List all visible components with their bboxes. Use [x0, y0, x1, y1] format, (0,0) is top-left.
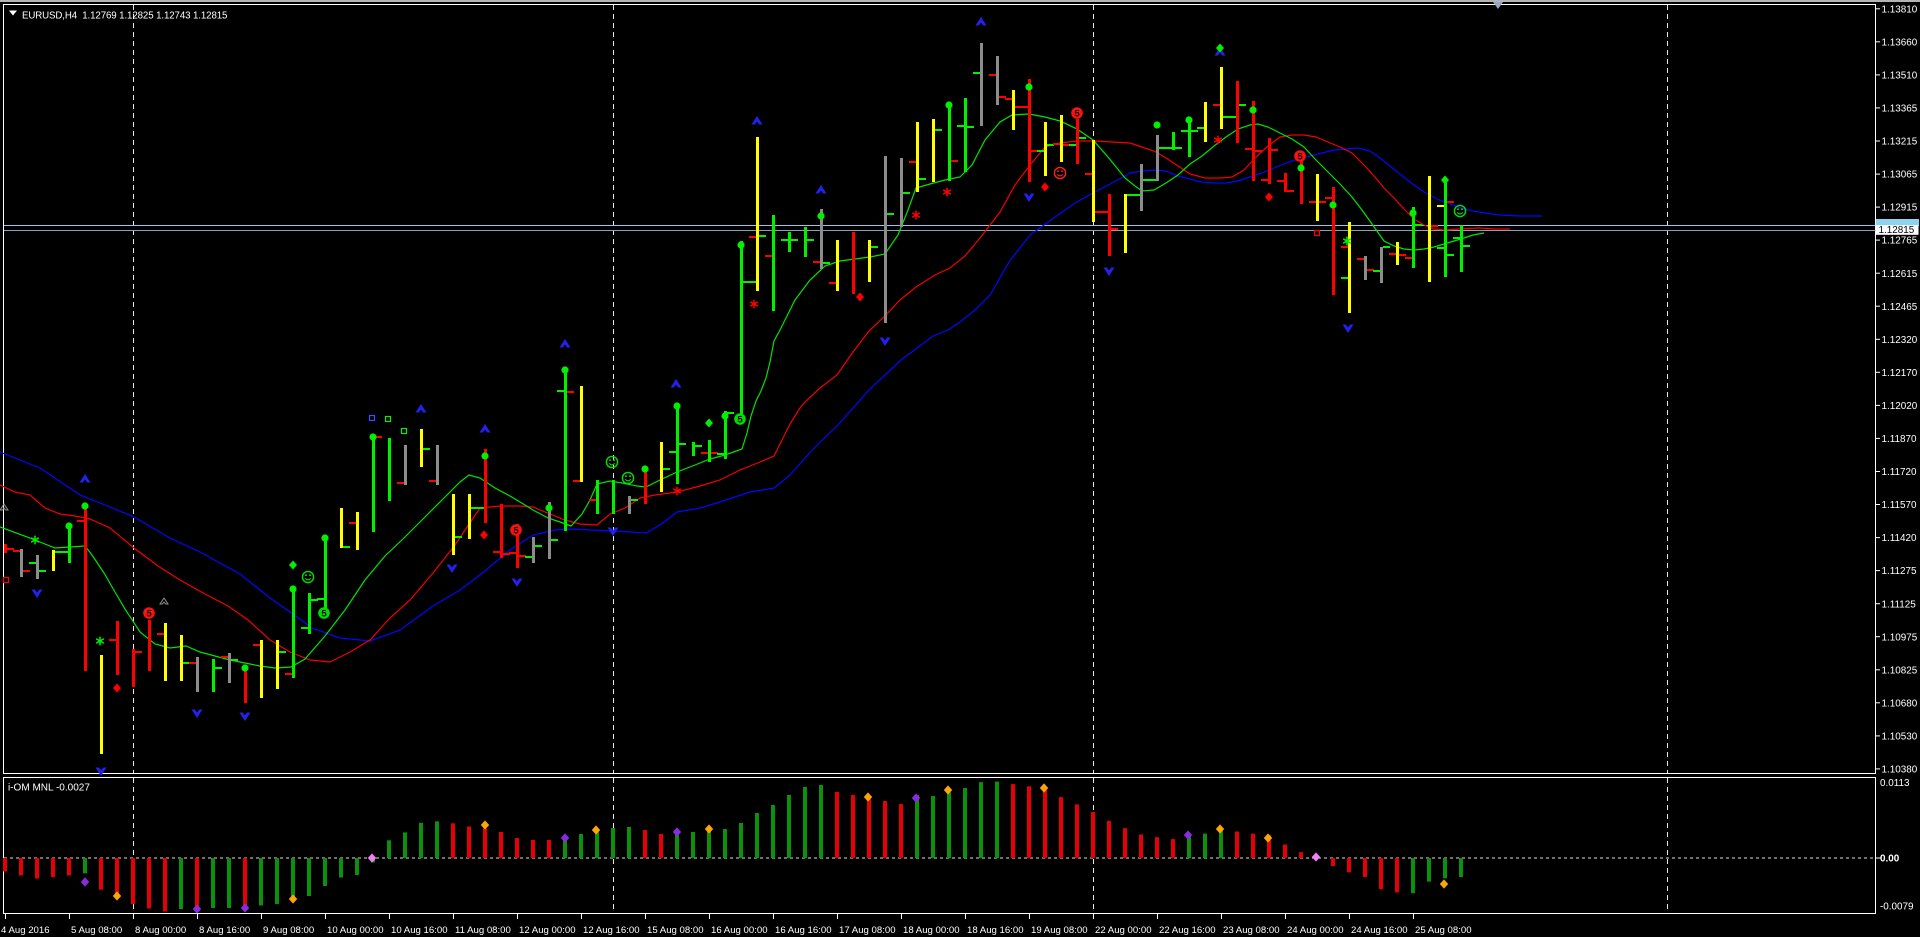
svg-text:1.12320: 1.12320	[1882, 335, 1918, 346]
svg-text:12 Aug 00:00: 12 Aug 00:00	[519, 925, 576, 936]
svg-text:1.12815: 1.12815	[1879, 225, 1915, 236]
svg-text:1.10380: 1.10380	[1882, 765, 1918, 776]
svg-text:22 Aug 00:00: 22 Aug 00:00	[1095, 925, 1152, 936]
svg-text:1.12915: 1.12915	[1882, 203, 1918, 214]
svg-text:8 Aug 00:00: 8 Aug 00:00	[135, 925, 186, 936]
svg-text:15 Aug 08:00: 15 Aug 08:00	[647, 925, 704, 936]
svg-text:18 Aug 16:00: 18 Aug 16:00	[967, 925, 1024, 936]
svg-text:1.12020: 1.12020	[1882, 401, 1918, 412]
svg-text:1.10825: 1.10825	[1882, 665, 1918, 676]
svg-text:5: 5	[146, 608, 152, 619]
svg-text:-0.0079: -0.0079	[1880, 902, 1914, 913]
svg-text:1.11570: 1.11570	[1882, 500, 1917, 511]
svg-text:16 Aug 16:00: 16 Aug 16:00	[775, 925, 832, 936]
svg-text:9 Aug 08:00: 9 Aug 08:00	[263, 925, 314, 936]
svg-text:0.0113: 0.0113	[1880, 778, 1910, 789]
svg-text:24 Aug 00:00: 24 Aug 00:00	[1287, 925, 1344, 936]
svg-text:25 Aug 08:00: 25 Aug 08:00	[1415, 925, 1472, 936]
svg-text:EURUSD,H4 1.12769 1.12825 1.1: EURUSD,H4 1.12769 1.12825 1.12743 1.1281…	[22, 11, 227, 22]
svg-text:1.12170: 1.12170	[1882, 368, 1918, 379]
svg-text:1.13660: 1.13660	[1882, 37, 1918, 48]
svg-text:22 Aug 16:00: 22 Aug 16:00	[1159, 925, 1216, 936]
svg-text:11 Aug 08:00: 11 Aug 08:00	[455, 925, 511, 936]
svg-text:1.10680: 1.10680	[1882, 698, 1918, 709]
svg-text:23 Aug 08:00: 23 Aug 08:00	[1223, 925, 1280, 936]
svg-text:12 Aug 16:00: 12 Aug 16:00	[583, 925, 640, 936]
svg-text:1.11275: 1.11275	[1882, 566, 1917, 577]
svg-text:5 Aug 08:00: 5 Aug 08:00	[71, 925, 122, 936]
svg-text:4 Aug 2016: 4 Aug 2016	[1, 925, 50, 936]
svg-text:1.13810: 1.13810	[1882, 4, 1918, 15]
svg-text:0.00: 0.00	[1880, 853, 1900, 864]
svg-text:16 Aug 00:00: 16 Aug 00:00	[711, 925, 768, 936]
svg-text:1.13215: 1.13215	[1882, 137, 1918, 148]
svg-text:1.13065: 1.13065	[1882, 170, 1918, 181]
svg-text:1.13365: 1.13365	[1882, 104, 1918, 115]
svg-text:8 Aug 16:00: 8 Aug 16:00	[199, 925, 250, 936]
svg-text:5: 5	[1297, 151, 1303, 162]
svg-text:17 Aug 08:00: 17 Aug 08:00	[839, 925, 896, 936]
svg-text:1.11420: 1.11420	[1882, 533, 1917, 544]
svg-text:5: 5	[513, 525, 519, 536]
svg-text:1.11125: 1.11125	[1882, 599, 1917, 610]
svg-text:i-OM MNL -0.0027: i-OM MNL -0.0027	[8, 783, 90, 794]
svg-text:5: 5	[321, 608, 327, 619]
svg-text:19 Aug 08:00: 19 Aug 08:00	[1031, 925, 1088, 936]
svg-text:1.11870: 1.11870	[1882, 434, 1917, 445]
svg-text:5: 5	[737, 414, 743, 425]
svg-text:24 Aug 16:00: 24 Aug 16:00	[1351, 925, 1408, 936]
svg-text:10 Aug 16:00: 10 Aug 16:00	[391, 925, 448, 936]
svg-text:1.13510: 1.13510	[1882, 71, 1918, 82]
svg-text:1.12615: 1.12615	[1882, 269, 1918, 280]
svg-text:1.10975: 1.10975	[1882, 632, 1918, 643]
svg-text:1.10530: 1.10530	[1882, 732, 1918, 743]
svg-text:10 Aug 00:00: 10 Aug 00:00	[327, 925, 384, 936]
svg-text:1.12765: 1.12765	[1882, 236, 1918, 247]
svg-text:1.11720: 1.11720	[1882, 467, 1917, 478]
svg-text:5: 5	[1074, 108, 1080, 119]
svg-text:18 Aug 00:00: 18 Aug 00:00	[903, 925, 960, 936]
svg-text:1.12465: 1.12465	[1882, 302, 1918, 313]
